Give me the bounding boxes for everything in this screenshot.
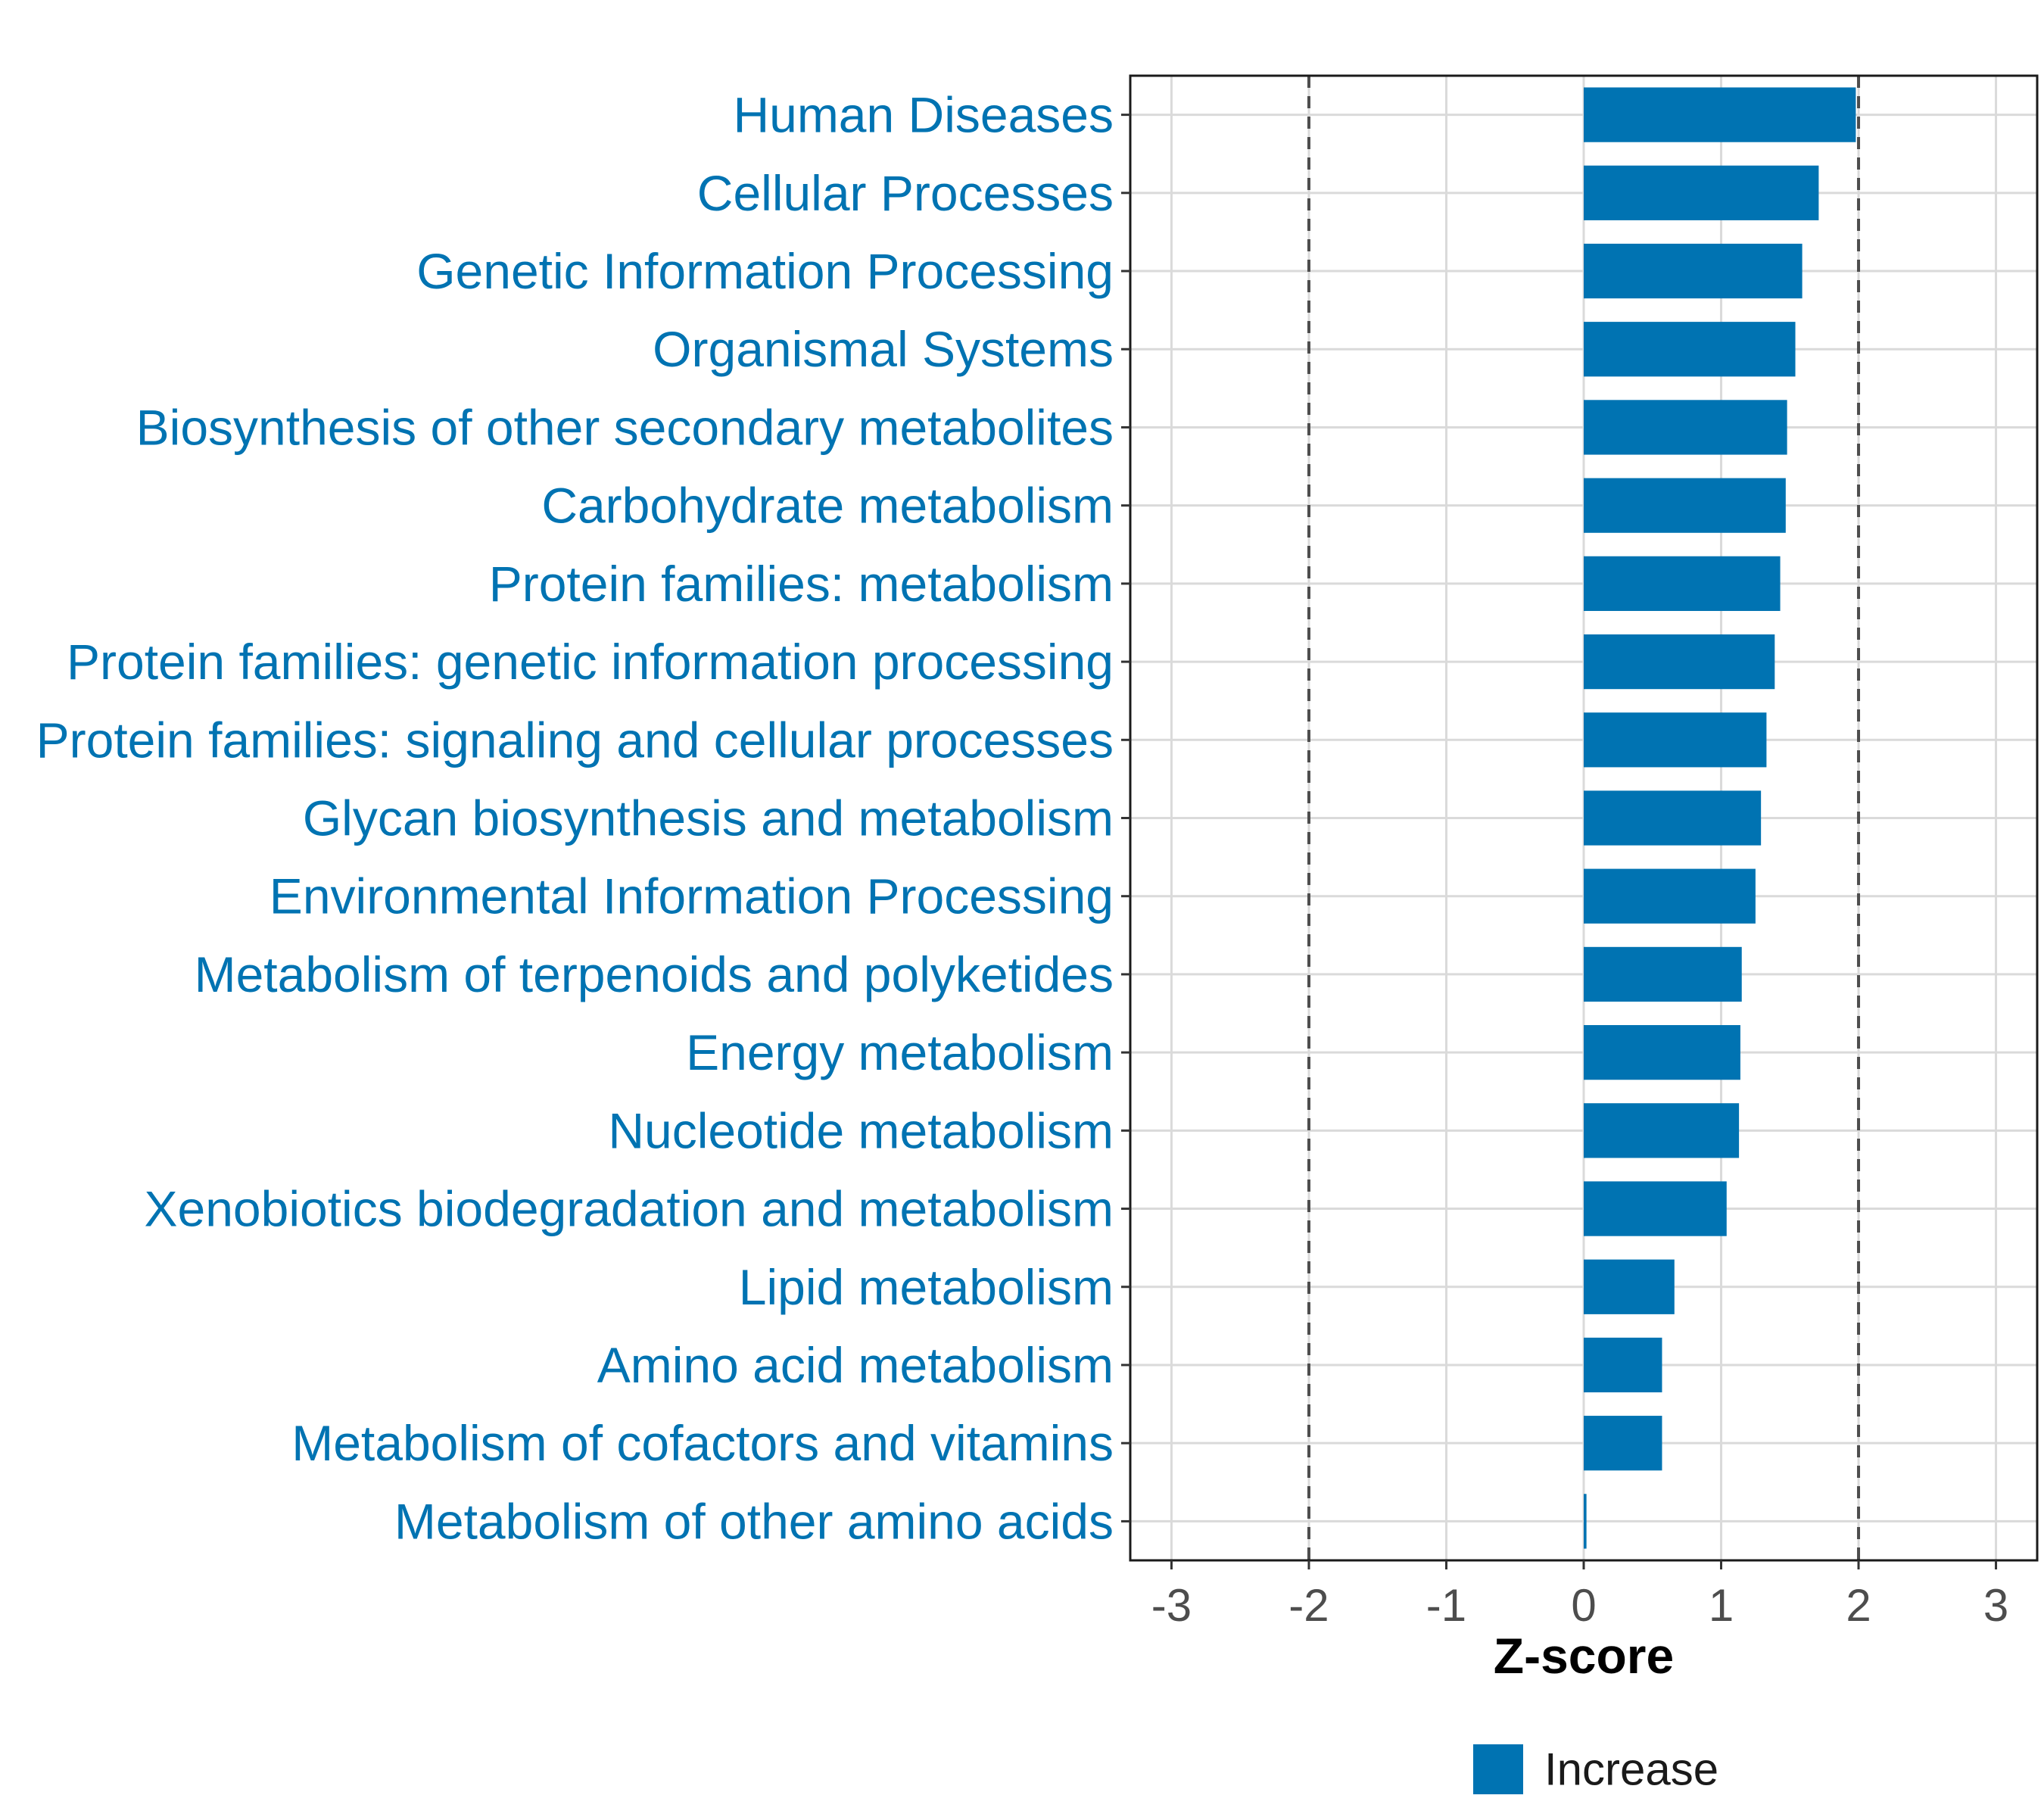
x-tick-label-1: 1: [1709, 1580, 1734, 1631]
bar-nucleotide-metabolism: [1584, 1103, 1740, 1158]
category-label-environmental-information-processing: Environmental Information Processing: [270, 868, 1114, 924]
bar-protein-families-metabolism: [1584, 556, 1781, 611]
bar-metabolism-of-cofactors-and-vitamins: [1584, 1416, 1662, 1471]
category-label-human-diseases: Human Diseases: [733, 87, 1114, 143]
bar-genetic-information-processing: [1584, 243, 1803, 299]
category-label-metabolism-of-cofactors-and-vitamins: Metabolism of cofactors and vitamins: [291, 1415, 1114, 1471]
bar-glycan-biosynthesis-and-metabolism: [1584, 790, 1762, 846]
category-label-protein-families-metabolism: Protein families: metabolism: [489, 556, 1114, 612]
category-label-amino-acid-metabolism: Amino acid metabolism: [597, 1337, 1114, 1393]
x-tick-label-1: -1: [1426, 1580, 1466, 1631]
bar-protein-families-signaling-and-cellular-processes: [1584, 712, 1767, 768]
category-label-glycan-biosynthesis-and-metabolism: Glycan biosynthesis and metabolism: [303, 790, 1114, 846]
bar-human-diseases: [1584, 87, 1856, 142]
category-label-protein-families-signaling-and-cellular-processes: Protein families: signaling and cellular…: [36, 712, 1114, 768]
category-label-nucleotide-metabolism: Nucleotide metabolism: [608, 1102, 1114, 1158]
x-tick-label-0: 0: [1571, 1580, 1596, 1631]
category-label-cellular-processes: Cellular Processes: [697, 165, 1114, 221]
category-label-carbohydrate-metabolism: Carbohydrate metabolism: [541, 478, 1114, 534]
bar-lipid-metabolism: [1584, 1259, 1675, 1314]
legend-label-increase: Increase: [1544, 1744, 1718, 1795]
category-label-protein-families-genetic-information-processing: Protein families: genetic information pr…: [67, 634, 1114, 690]
x-tick-label-2: -2: [1288, 1580, 1329, 1631]
bar-protein-families-genetic-information-processing: [1584, 634, 1775, 690]
bar-organismal-systems: [1584, 322, 1796, 377]
category-label-organismal-systems: Organismal Systems: [653, 321, 1114, 377]
legend-key-increase: [1473, 1744, 1523, 1794]
category-label-metabolism-of-other-amino-acids: Metabolism of other amino acids: [394, 1493, 1114, 1549]
x-tick-label-3: -3: [1151, 1580, 1192, 1631]
x-tick-label-2: 2: [1846, 1580, 1871, 1631]
bar-cellular-processes: [1584, 165, 1819, 220]
x-axis-title: Z-score: [1494, 1628, 1674, 1684]
bar-xenobiotics-biodegradation-and-metabolism: [1584, 1181, 1727, 1236]
category-label-metabolism-of-terpenoids-and-polyketides: Metabolism of terpenoids and polyketides: [195, 946, 1114, 1002]
bar-metabolism-of-other-amino-acids: [1584, 1494, 1587, 1549]
x-tick-label-3: 3: [1983, 1580, 2008, 1631]
bar-carbohydrate-metabolism: [1584, 478, 1786, 533]
category-label-xenobiotics-biodegradation-and-metabolism: Xenobiotics biodegradation and metabolis…: [145, 1181, 1114, 1237]
bar-environmental-information-processing: [1584, 868, 1756, 924]
category-label-genetic-information-processing: Genetic Information Processing: [416, 243, 1114, 299]
category-label-lipid-metabolism: Lipid metabolism: [739, 1259, 1114, 1315]
bar-energy-metabolism: [1584, 1025, 1740, 1080]
bar-metabolism-of-terpenoids-and-polyketides: [1584, 946, 1742, 1002]
category-label-biosynthesis-of-other-secondary-metabolites: Biosynthesis of other secondary metaboli…: [136, 399, 1114, 455]
bar-biosynthesis-of-other-secondary-metabolites: [1584, 400, 1787, 455]
bar-amino-acid-metabolism: [1584, 1337, 1662, 1393]
category-label-energy-metabolism: Energy metabolism: [686, 1024, 1114, 1080]
